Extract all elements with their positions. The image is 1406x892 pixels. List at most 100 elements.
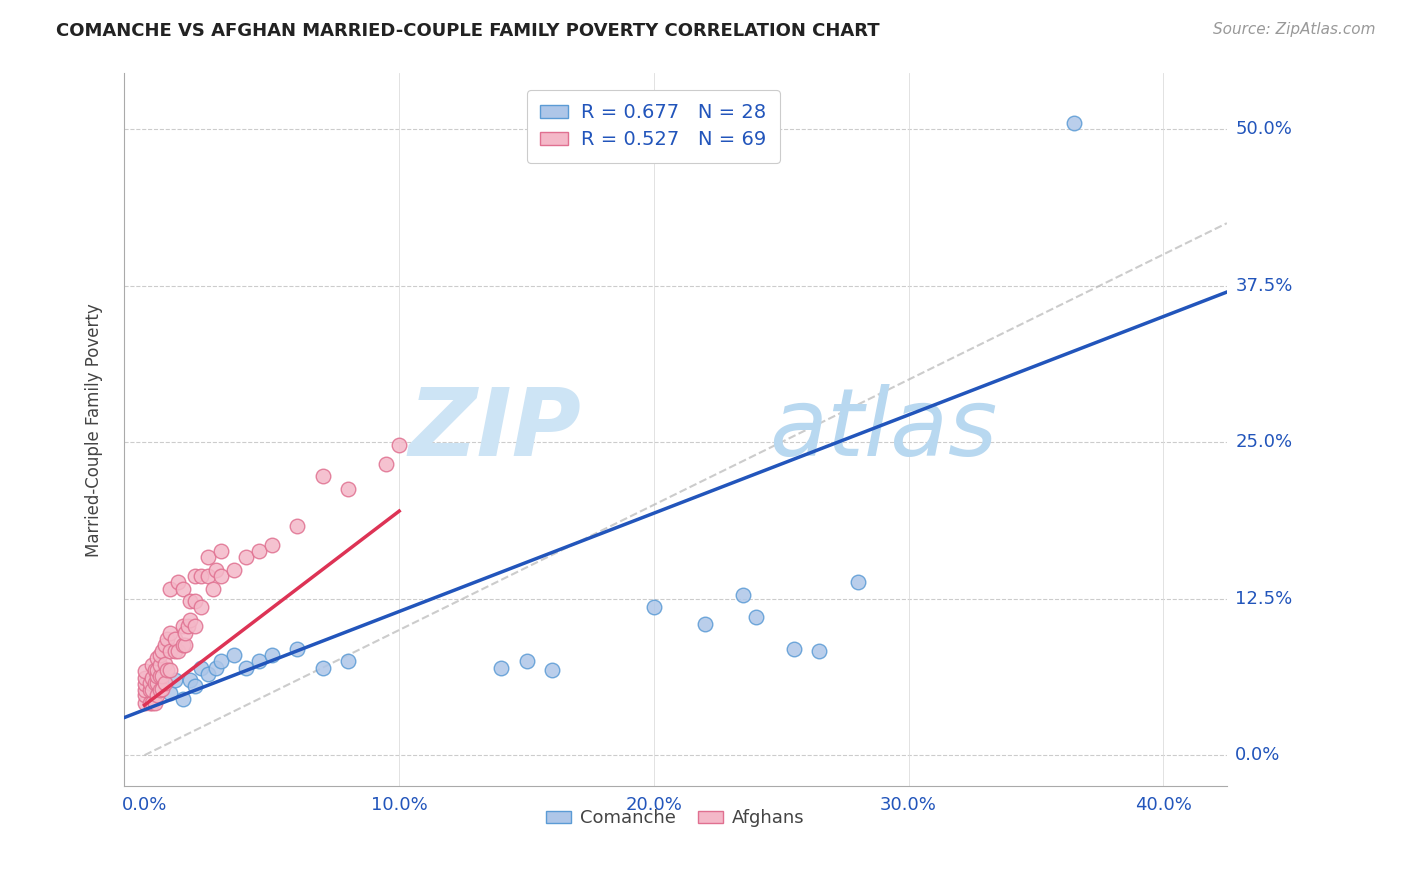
Point xyxy=(184,569,207,583)
Point xyxy=(235,660,257,674)
Point xyxy=(190,660,212,674)
Point xyxy=(209,569,232,583)
Point xyxy=(156,632,179,646)
Point xyxy=(179,594,201,608)
Point xyxy=(197,569,219,583)
Legend: Comanche, Afghans: Comanche, Afghans xyxy=(538,802,813,835)
Point xyxy=(150,644,173,658)
Point xyxy=(285,519,308,533)
Text: Source: ZipAtlas.com: Source: ZipAtlas.com xyxy=(1212,22,1375,37)
Point xyxy=(143,696,166,710)
Point xyxy=(541,663,564,677)
Point xyxy=(165,644,187,658)
Text: 37.5%: 37.5% xyxy=(1236,277,1292,294)
Point xyxy=(141,696,163,710)
Point xyxy=(808,644,831,658)
Point xyxy=(138,696,160,710)
Point xyxy=(184,679,207,693)
Point xyxy=(146,675,169,690)
Point xyxy=(209,654,232,668)
Point xyxy=(197,550,219,565)
Point xyxy=(202,582,225,596)
Point xyxy=(693,616,716,631)
Point xyxy=(337,482,360,496)
Point xyxy=(643,600,665,615)
Point xyxy=(197,666,219,681)
Point xyxy=(165,673,187,687)
Point xyxy=(159,625,181,640)
Point xyxy=(172,691,194,706)
Point xyxy=(146,679,169,693)
Point xyxy=(172,582,194,596)
Point xyxy=(153,638,176,652)
Point xyxy=(146,669,169,683)
Point xyxy=(184,594,207,608)
Point xyxy=(166,575,188,590)
Point xyxy=(134,683,156,698)
Point xyxy=(184,619,207,633)
Point xyxy=(179,673,201,687)
Text: 50.0%: 50.0% xyxy=(1236,120,1292,138)
Text: ZIP: ZIP xyxy=(409,384,582,475)
Point xyxy=(222,648,245,662)
Point xyxy=(174,625,197,640)
Point xyxy=(247,544,270,558)
Point xyxy=(312,469,335,483)
Point xyxy=(388,438,411,452)
Point xyxy=(150,681,173,696)
Point xyxy=(247,654,270,668)
Point xyxy=(174,638,197,652)
Point xyxy=(285,641,308,656)
Point xyxy=(159,644,181,658)
Point xyxy=(134,671,156,685)
Point xyxy=(172,619,194,633)
Point xyxy=(260,538,283,552)
Point xyxy=(731,588,754,602)
Point xyxy=(150,669,173,683)
Point xyxy=(149,658,172,673)
Point xyxy=(143,675,166,690)
Point xyxy=(149,683,172,698)
Point xyxy=(177,619,200,633)
Text: 12.5%: 12.5% xyxy=(1236,590,1292,607)
Point xyxy=(172,638,194,652)
Point xyxy=(190,600,212,615)
Point xyxy=(134,665,156,679)
Point xyxy=(846,575,869,590)
Point xyxy=(209,544,232,558)
Point xyxy=(190,569,212,583)
Point xyxy=(179,613,201,627)
Point xyxy=(141,683,163,698)
Point xyxy=(1063,116,1085,130)
Point xyxy=(153,657,176,671)
Point xyxy=(783,641,806,656)
Point xyxy=(515,654,537,668)
Point xyxy=(337,654,360,668)
Point xyxy=(146,688,169,702)
Point xyxy=(489,660,512,674)
Point xyxy=(159,663,181,677)
Point xyxy=(312,660,335,674)
Point xyxy=(204,563,226,577)
Point xyxy=(165,632,187,646)
Point xyxy=(134,677,156,691)
Y-axis label: Married-Couple Family Poverty: Married-Couple Family Poverty xyxy=(86,303,103,557)
Point xyxy=(146,650,169,665)
Point xyxy=(141,658,163,673)
Point xyxy=(138,683,160,698)
Point xyxy=(141,671,163,685)
Point xyxy=(204,660,226,674)
Point xyxy=(138,675,160,690)
Point xyxy=(153,675,176,690)
Point xyxy=(156,663,179,677)
Point xyxy=(375,457,398,471)
Point xyxy=(134,696,156,710)
Point xyxy=(744,610,766,624)
Point xyxy=(159,582,181,596)
Text: COMANCHE VS AFGHAN MARRIED-COUPLE FAMILY POVERTY CORRELATION CHART: COMANCHE VS AFGHAN MARRIED-COUPLE FAMILY… xyxy=(56,22,880,40)
Point xyxy=(149,648,172,662)
Point xyxy=(166,644,188,658)
Text: 25.0%: 25.0% xyxy=(1236,434,1292,451)
Point xyxy=(143,663,166,677)
Text: 0.0%: 0.0% xyxy=(1236,747,1281,764)
